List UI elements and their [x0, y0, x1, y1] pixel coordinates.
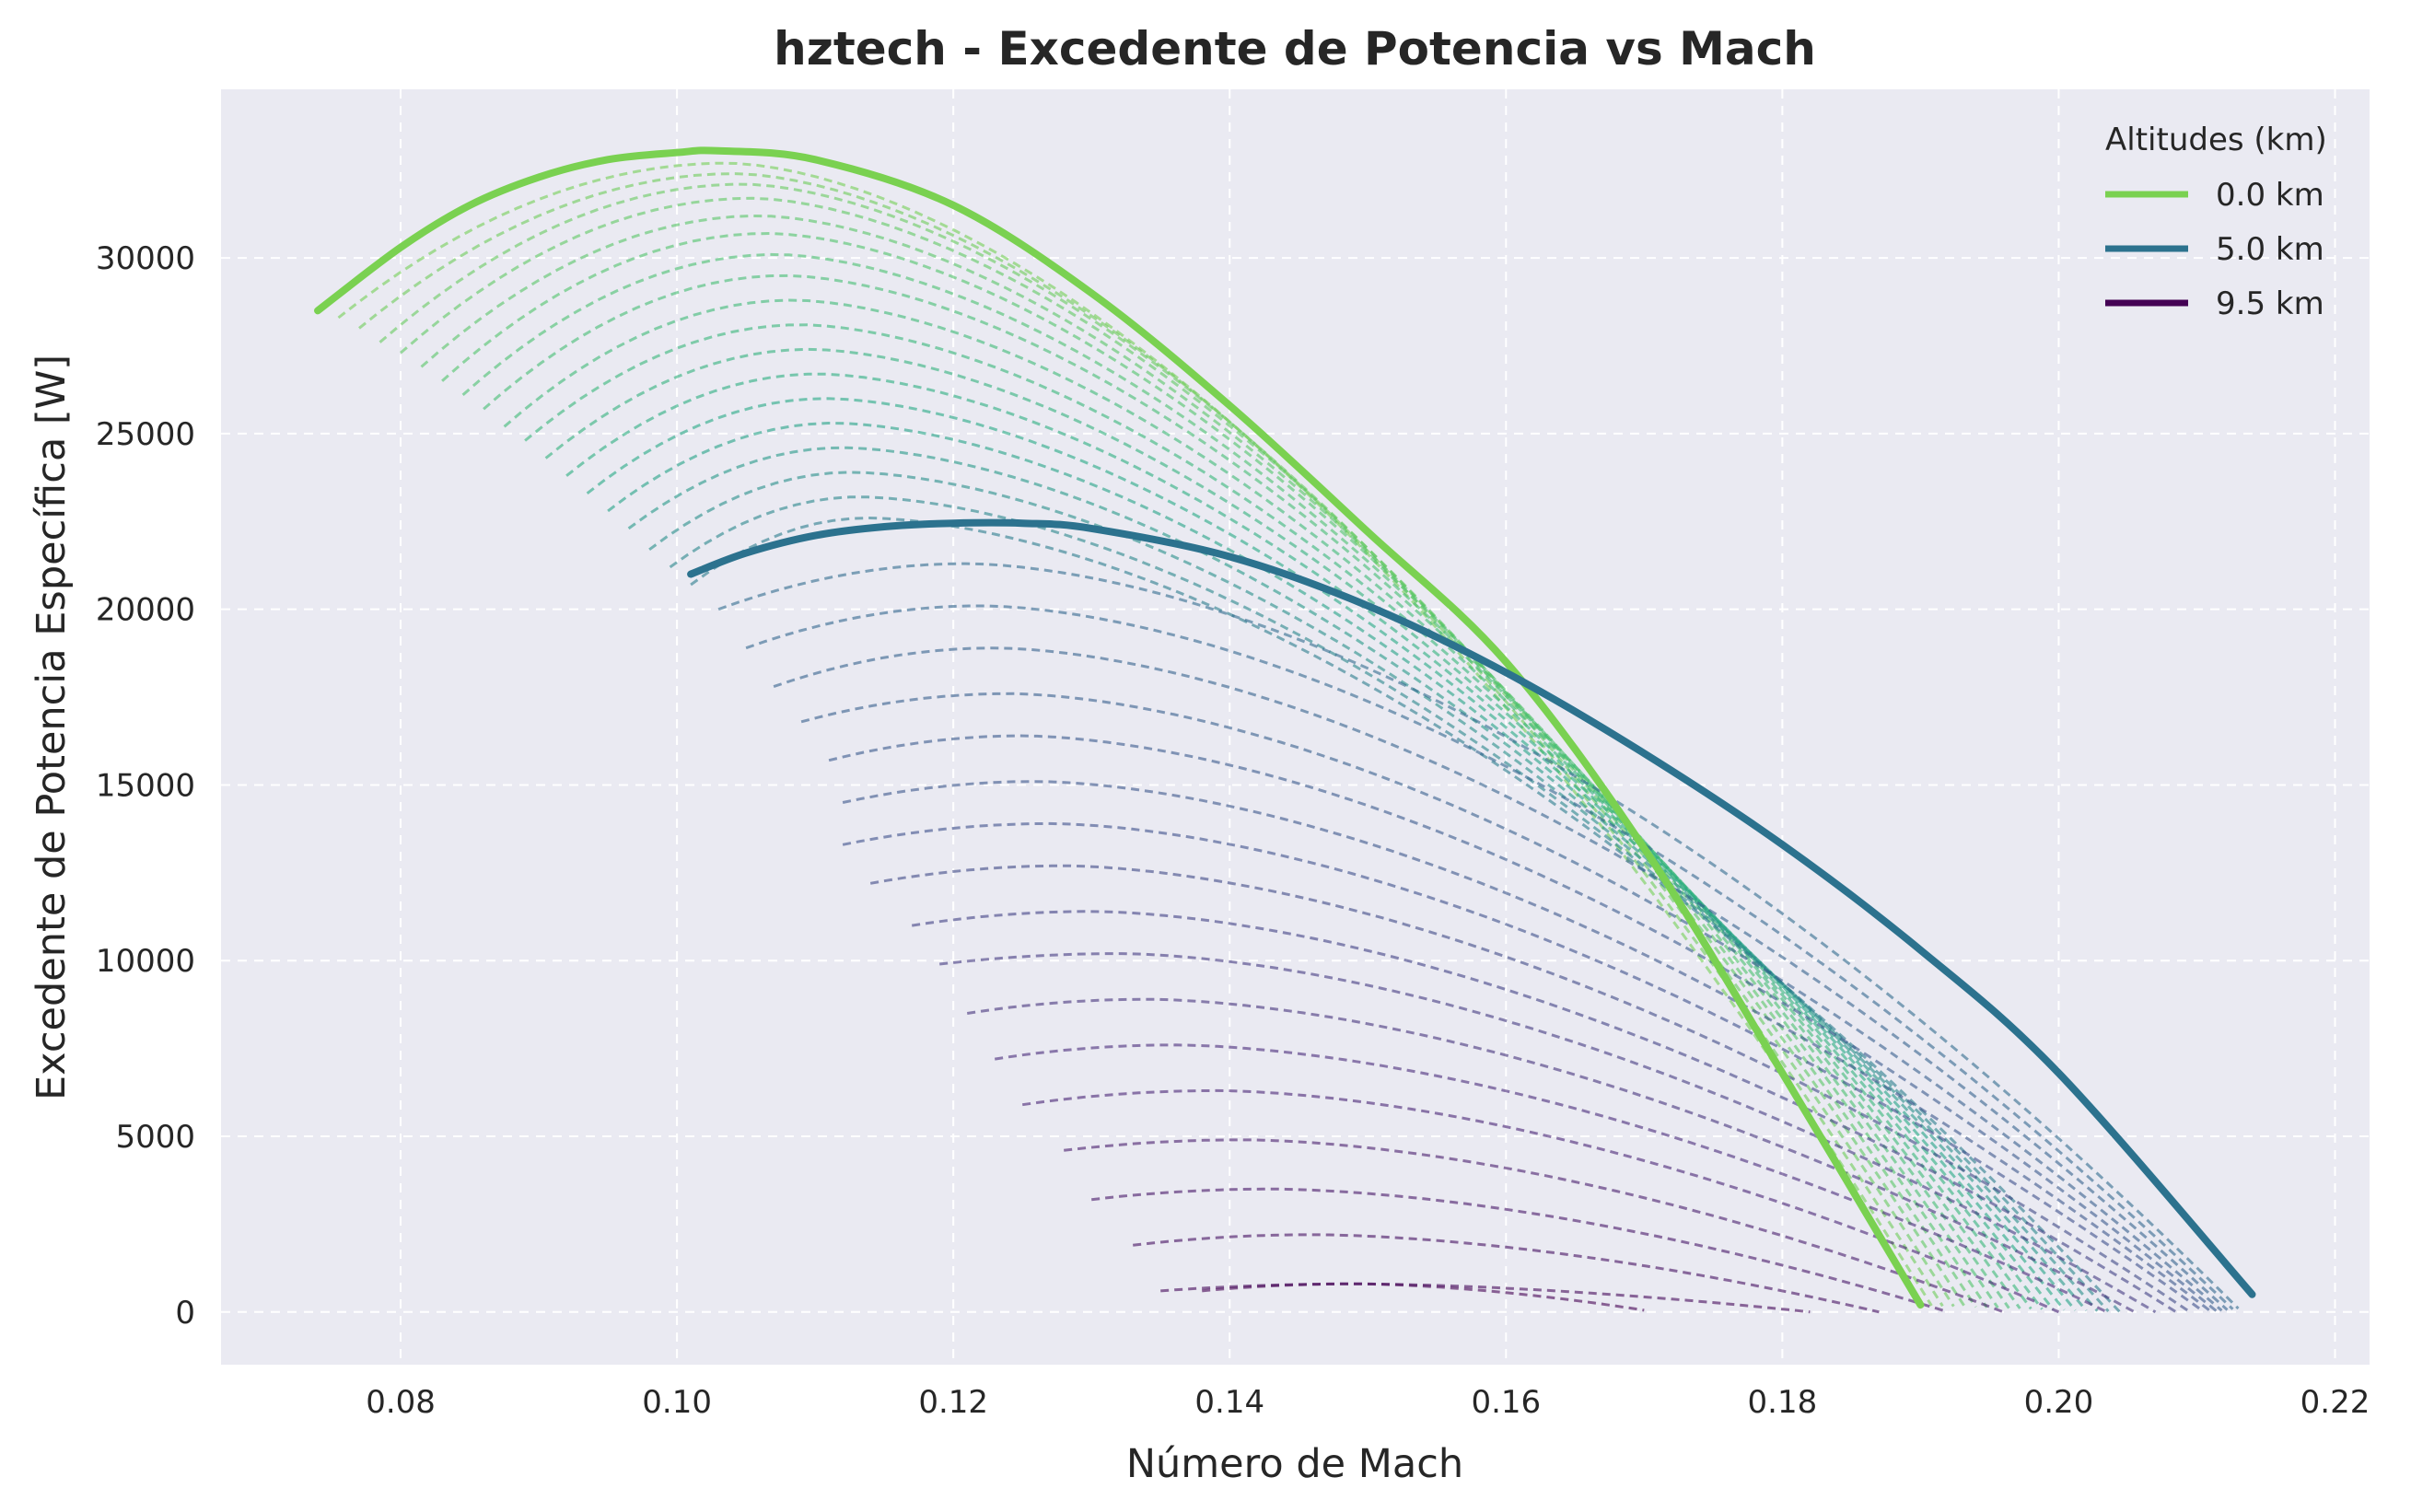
dashed-altitude-curve	[911, 910, 2177, 1314]
y-tick-label: 25000	[96, 416, 195, 453]
dashed-altitude-curve	[842, 780, 2212, 1313]
series-layer	[314, 146, 2256, 1314]
legend-label-5km: 5.0 km	[2216, 231, 2324, 268]
dashed-altitude-curve	[400, 196, 1966, 1308]
x-tick-labels: 0.08 0.10 0.12 0.14 0.16 0.18 0.20 0.22	[366, 1384, 2370, 1421]
dashed-altitude-curve	[1202, 1282, 1645, 1312]
dashed-altitude-curve	[966, 997, 2136, 1314]
dashed-altitude-curve	[745, 604, 2234, 1310]
dashed-altitude-curve	[358, 172, 1944, 1308]
dashed-altitude-curve	[337, 161, 1933, 1307]
legend-label-9.5km: 9.5 km	[2216, 285, 2324, 322]
dashed-altitude-curve	[1091, 1187, 1949, 1314]
dashed-altitude-curve	[669, 495, 2110, 1313]
x-tick-label: 0.18	[1748, 1384, 1818, 1421]
dashed-altitude-curve	[503, 298, 2021, 1309]
dashed-altitude-curve	[869, 864, 2191, 1314]
dashed-altitude-curve	[441, 231, 1988, 1308]
dashed-altitude-curve	[1064, 1138, 2004, 1314]
series-5.0-km	[687, 518, 2256, 1298]
chart-title: hztech - Excedente de Potencia vs Mach	[774, 22, 1816, 76]
y-tick-label: 15000	[96, 767, 195, 804]
dashed-altitude-curve	[1133, 1233, 1880, 1314]
y-tick-label: 10000	[96, 943, 195, 980]
series-0.0-km	[314, 146, 1925, 1309]
dashed-altitude-curve	[1160, 1282, 1811, 1314]
dashed-altitude-curve	[483, 273, 2010, 1309]
dashed-altitude-curve	[773, 646, 2229, 1311]
y-tick-label: 20000	[96, 592, 195, 629]
y-tick-labels: 0 5000 10000 15000 20000 25000 30000	[96, 240, 195, 1332]
dashed-altitude-curve	[994, 1043, 2108, 1314]
dashed-altitude-curve	[565, 372, 2055, 1311]
y-tick-label: 5000	[115, 1119, 195, 1156]
y-tick-label: 0	[175, 1295, 195, 1332]
x-tick-label: 0.22	[2300, 1384, 2370, 1421]
dashed-altitude-curve	[586, 397, 2066, 1311]
dashed-altitude-curve	[1021, 1088, 2060, 1314]
legend: Altitudes (km) 0.0 km 5.0 km 9.5 km	[2105, 122, 2327, 322]
dashed-altitude-curve	[461, 252, 1999, 1309]
dashed-altitude-curve	[939, 952, 2157, 1314]
x-axis-title: Número de Mach	[1126, 1441, 1463, 1487]
x-tick-label: 0.14	[1194, 1384, 1264, 1421]
dashed-altitude-curve	[544, 347, 2044, 1310]
dashed-altitude-curve	[800, 692, 2223, 1312]
dashed-altitude-curve	[607, 421, 2077, 1311]
dashed-altitude-curve	[842, 821, 2205, 1313]
dashed-altitude-curve	[627, 446, 2088, 1312]
legend-title: Altitudes (km)	[2105, 122, 2327, 158]
plot-area	[221, 89, 2370, 1365]
x-tick-label: 0.10	[642, 1384, 712, 1421]
x-tick-label: 0.12	[918, 1384, 988, 1421]
x-tick-label: 0.16	[1471, 1384, 1541, 1421]
dashed-altitude-curve	[379, 182, 1955, 1308]
y-axis-title: Excedente de Potencia Específica [W]	[29, 355, 75, 1100]
x-tick-label: 0.08	[366, 1384, 436, 1421]
dashed-altitude-curve	[524, 323, 2032, 1310]
dashed-altitude-curve	[717, 562, 2240, 1310]
legend-label-0km: 0.0 km	[2216, 177, 2324, 214]
dashed-altitude-curve	[828, 734, 2218, 1312]
x-tick-label: 0.20	[2024, 1384, 2094, 1421]
y-tick-label: 30000	[96, 240, 195, 277]
